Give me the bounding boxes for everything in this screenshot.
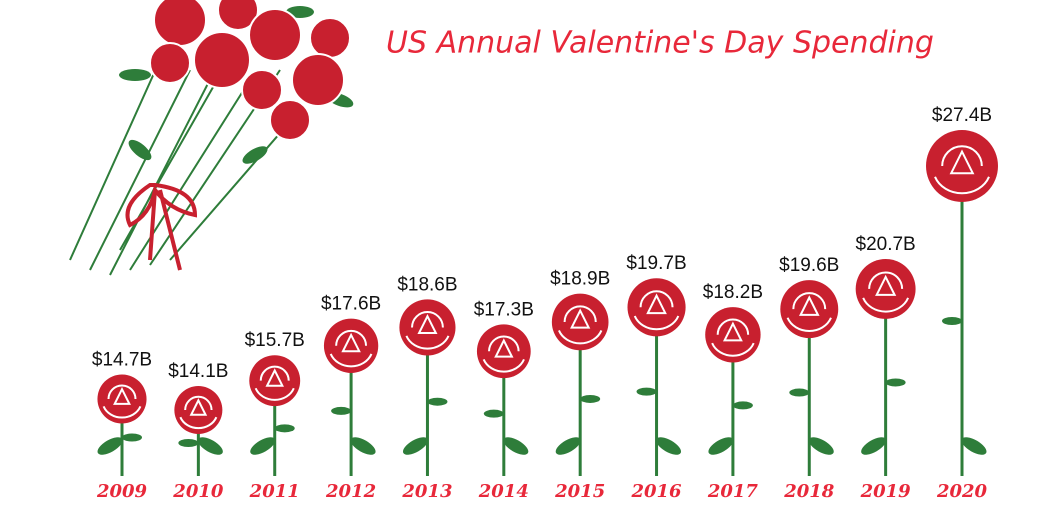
leaf [122, 433, 142, 442]
value-label: $14.1B [168, 361, 228, 382]
value-label: $18.2B [703, 282, 763, 303]
x-tick-label: 2009 [96, 481, 148, 502]
x-tick-label: 2020 [936, 481, 988, 502]
value-label: $18.9B [550, 269, 610, 290]
leaf [331, 406, 352, 415]
rose-head [705, 307, 761, 363]
rose-swirl [558, 305, 603, 345]
leaf [708, 437, 734, 455]
rose-head [476, 324, 531, 379]
leaf [636, 387, 657, 396]
leaf [732, 401, 753, 410]
x-tick-label: 2019 [860, 481, 912, 502]
x-tick-label: 2016 [630, 481, 682, 502]
leaf [274, 424, 295, 433]
rose-head [323, 318, 379, 373]
leaf [942, 317, 962, 325]
rose-head [174, 386, 223, 434]
leaf [580, 394, 601, 403]
leaf [503, 437, 529, 455]
rose-swirl [102, 384, 142, 419]
value-label: $15.7B [245, 330, 305, 351]
leaf [97, 437, 123, 455]
leaf [961, 437, 987, 455]
value-label: $18.6B [397, 274, 457, 295]
leaf [808, 437, 834, 455]
rose-head [249, 355, 301, 407]
x-tick-label: 2018 [783, 481, 835, 502]
x-tick-label: 2011 [249, 481, 300, 502]
leaf [656, 437, 682, 455]
rose-head [551, 293, 609, 351]
leaf [178, 439, 199, 447]
value-label: $19.7B [626, 253, 686, 274]
bouquet [69, 0, 354, 276]
rose-swirl [934, 145, 990, 195]
leaf [789, 388, 810, 397]
rose-swirl [862, 271, 910, 313]
rose-head [399, 299, 456, 356]
x-tick-label: 2014 [478, 481, 529, 502]
rose-head [926, 130, 998, 202]
leaf [350, 437, 376, 455]
value-label: $17.3B [474, 299, 534, 320]
x-tick-label: 2012 [325, 481, 376, 502]
value-label: $17.6B [321, 294, 381, 315]
x-tick-label: 2015 [554, 481, 605, 502]
leaf [483, 409, 504, 418]
rose-head [97, 374, 147, 424]
leaf [555, 437, 581, 455]
rose-swirl [711, 318, 755, 357]
x-tick-label: 2017 [707, 481, 759, 502]
value-label: $27.4B [932, 105, 992, 126]
value-label: $20.7B [856, 234, 916, 255]
leaf [861, 437, 887, 455]
rose-swirl [405, 311, 450, 350]
x-tick-label: 2013 [401, 481, 452, 502]
rose-swirl [179, 395, 218, 430]
leaf [402, 437, 428, 455]
rose-swirl [329, 329, 373, 368]
x-tick-label: 2010 [172, 481, 224, 502]
leaf [885, 378, 906, 387]
value-label: $14.7B [92, 349, 152, 370]
leaf [427, 397, 448, 406]
leaf [250, 437, 276, 455]
rose-swirl [254, 365, 295, 401]
rose-head [627, 278, 686, 337]
rose-head [855, 258, 916, 319]
rose-swirl [482, 335, 525, 373]
rose-swirl [633, 290, 680, 331]
rose-swirl [786, 292, 832, 332]
rose-head [780, 280, 839, 339]
chart-title: US Annual Valentine's Day Spending [386, 26, 934, 61]
value-label: $19.6B [779, 255, 839, 276]
leaf [197, 437, 223, 455]
